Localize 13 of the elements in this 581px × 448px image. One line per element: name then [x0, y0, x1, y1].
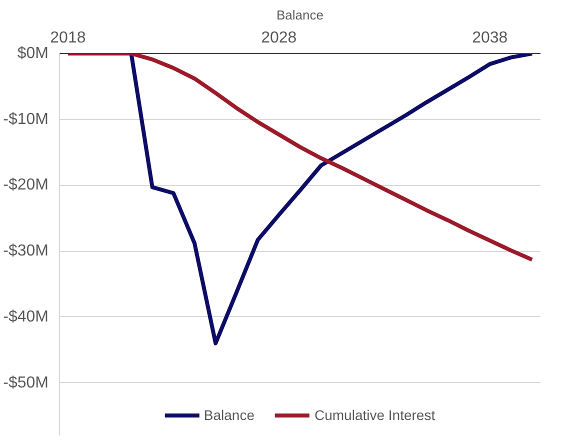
y-tick-label: -$10M	[3, 110, 49, 128]
line-series	[66, 54, 534, 262]
x-tick-label: 2038	[472, 30, 508, 46]
y-tick-label: -$50M	[3, 374, 49, 392]
y-tick-label: -$40M	[3, 308, 49, 326]
legend-label: Cumulative Interest	[314, 407, 436, 423]
y-tick-label: -$20M	[3, 176, 49, 194]
y-tick-label: $0M	[17, 45, 48, 62]
legend-label: Balance	[204, 407, 254, 423]
chart-title: Balance	[276, 8, 324, 22]
x-tick-label: 2018	[50, 30, 86, 46]
x-tick-label: 2028	[261, 30, 297, 46]
y-tick-label: -$30M	[3, 242, 49, 260]
